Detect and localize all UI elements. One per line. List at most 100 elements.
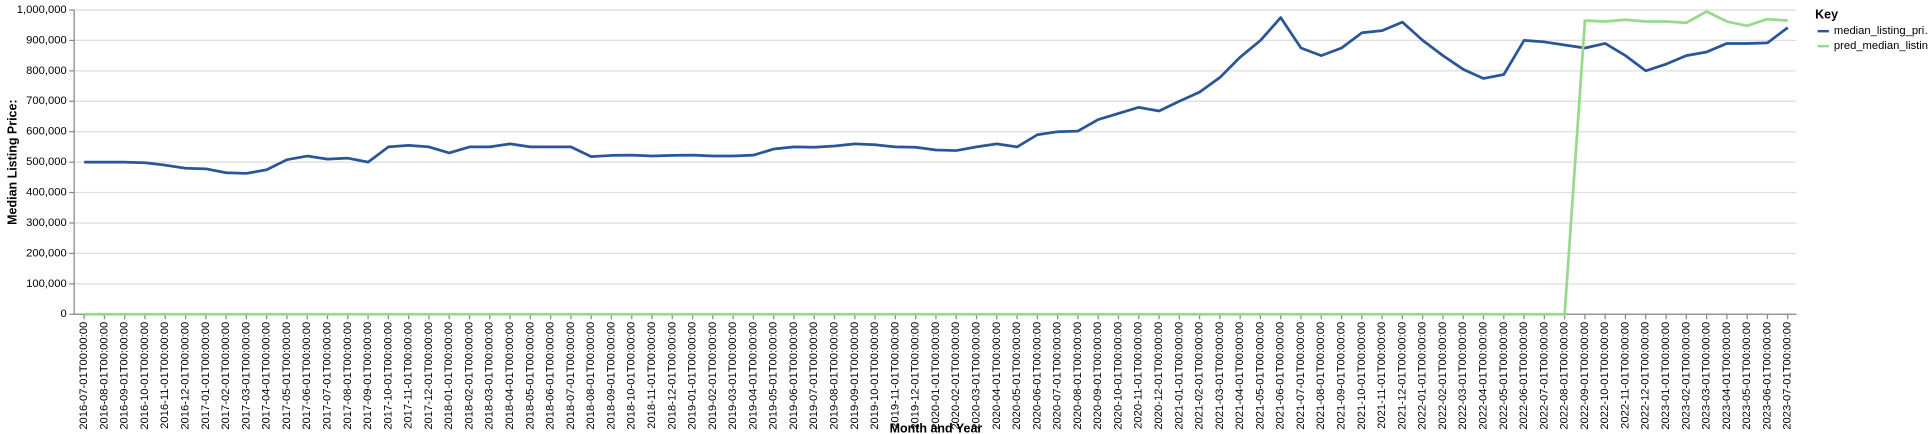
x-tick-label: 2019-07-01T00:00:00 xyxy=(808,322,820,430)
x-tick-label: 2022-07-01T00:00:00 xyxy=(1538,322,1550,430)
x-tick-label: 2019-12-01T00:00:00 xyxy=(910,322,922,430)
x-tick-label: 2021-10-01T00:00:00 xyxy=(1356,322,1368,430)
x-tick-label: 2019-02-01T00:00:00 xyxy=(707,322,719,430)
x-tick-label: 2017-06-01T00:00:00 xyxy=(301,322,313,430)
x-tick-label: 2021-08-01T00:00:00 xyxy=(1315,322,1327,430)
x-tick-label: 2017-07-01T00:00:00 xyxy=(321,322,333,430)
y-tick-label: 1,000,000 xyxy=(17,4,67,16)
x-tick-label: 2019-06-01T00:00:00 xyxy=(788,322,800,430)
x-tick-label: 2022-05-01T00:00:00 xyxy=(1498,322,1510,430)
x-tick-label: 2016-07-01T00:00:00 xyxy=(78,322,90,430)
x-tick-label: 2020-02-01T00:00:00 xyxy=(950,322,962,430)
x-tick-label: 2020-08-01T00:00:00 xyxy=(1072,322,1084,430)
x-tick-label: 2020-11-01T00:00:00 xyxy=(1133,322,1145,429)
x-tick-label: 2016-11-01T00:00:00 xyxy=(159,322,171,429)
x-tick-label: 2018-02-01T00:00:00 xyxy=(463,322,475,430)
x-tick-label: 2017-09-01T00:00:00 xyxy=(362,322,374,430)
x-tick-label: 2019-11-01T00:00:00 xyxy=(889,322,901,429)
x-tick-label: 2021-04-01T00:00:00 xyxy=(1234,322,1246,430)
x-tick-label: 2023-02-01T00:00:00 xyxy=(1680,322,1692,430)
x-tick-label: 2017-01-01T00:00:00 xyxy=(200,322,212,430)
x-tick-label: 2018-12-01T00:00:00 xyxy=(666,322,678,430)
x-tick-label: 2021-03-01T00:00:00 xyxy=(1214,322,1226,430)
y-tick-label: 200,000 xyxy=(26,247,67,259)
x-tick-label: 2020-07-01T00:00:00 xyxy=(1052,322,1064,430)
x-tick-label: 2021-01-01T00:00:00 xyxy=(1173,322,1185,430)
x-tick-label: 2022-04-01T00:00:00 xyxy=(1477,322,1489,430)
x-axis-title: Month and Year xyxy=(890,421,983,434)
y-tick-label: 0 xyxy=(60,308,66,320)
x-tick-label: 2019-09-01T00:00:00 xyxy=(849,322,861,430)
y-tick-label: 900,000 xyxy=(26,34,67,46)
x-tick-label: 2023-03-01T00:00:00 xyxy=(1701,322,1713,430)
x-tick-label: 2021-07-01T00:00:00 xyxy=(1295,322,1307,430)
x-tick-label: 2019-05-01T00:00:00 xyxy=(768,322,780,430)
x-tick-label: 2020-01-01T00:00:00 xyxy=(930,322,942,430)
x-tick-label: 2022-12-01T00:00:00 xyxy=(1640,322,1652,430)
x-tick-label: 2020-09-01T00:00:00 xyxy=(1092,322,1104,430)
x-tick-label: 2018-05-01T00:00:00 xyxy=(524,322,536,430)
x-tick-label: 2016-10-01T00:00:00 xyxy=(139,322,151,430)
x-tick-label: 2018-10-01T00:00:00 xyxy=(626,322,638,430)
x-tick-label: 2021-02-01T00:00:00 xyxy=(1194,322,1206,430)
x-tick-label: 2018-06-01T00:00:00 xyxy=(545,322,557,430)
x-tick-label: 2019-04-01T00:00:00 xyxy=(747,322,759,430)
x-tick-label: 2023-06-01T00:00:00 xyxy=(1761,322,1773,430)
x-tick-label: 2022-10-01T00:00:00 xyxy=(1599,322,1611,430)
x-tick-label: 2018-01-01T00:00:00 xyxy=(443,322,455,430)
x-tick-label: 2017-04-01T00:00:00 xyxy=(261,322,273,430)
x-tick-label: 2022-02-01T00:00:00 xyxy=(1437,322,1449,430)
x-tick-label: 2022-11-01T00:00:00 xyxy=(1619,322,1631,429)
x-tick-label: 2020-12-01T00:00:00 xyxy=(1153,322,1165,430)
x-tick-label: 2017-10-01T00:00:00 xyxy=(382,322,394,430)
x-tick-label: 2022-09-01T00:00:00 xyxy=(1579,322,1591,430)
x-tick-label: 2020-03-01T00:00:00 xyxy=(970,322,982,430)
x-tick-label: 2022-08-01T00:00:00 xyxy=(1559,322,1571,430)
legend-title: Key xyxy=(1815,7,1838,21)
series-line xyxy=(84,10,1788,316)
x-tick-label: 2016-08-01T00:00:00 xyxy=(98,322,110,430)
x-tick-label: 2018-09-01T00:00:00 xyxy=(605,322,617,430)
y-tick-label: 300,000 xyxy=(26,217,67,229)
x-tick-label: 2017-12-01T00:00:00 xyxy=(423,322,435,430)
legend-label: median_listing_pri… xyxy=(1834,25,1928,37)
x-tick-label: 2019-10-01T00:00:00 xyxy=(869,322,881,430)
series-line xyxy=(84,16,1789,175)
x-tick-label: 2021-06-01T00:00:00 xyxy=(1275,322,1287,430)
y-tick-label: 500,000 xyxy=(26,156,67,168)
y-tick-label: 400,000 xyxy=(26,187,67,199)
y-axis-title: Median Listing Price: xyxy=(5,99,19,224)
y-tick-label: 100,000 xyxy=(26,278,67,290)
x-tick-label: 2018-04-01T00:00:00 xyxy=(504,322,516,430)
x-tick-label: 2023-04-01T00:00:00 xyxy=(1721,322,1733,430)
x-tick-label: 2023-01-01T00:00:00 xyxy=(1660,322,1672,430)
x-tick-label: 2018-07-01T00:00:00 xyxy=(565,322,577,430)
x-tick-label: 2020-06-01T00:00:00 xyxy=(1031,322,1043,430)
x-tick-label: 2020-10-01T00:00:00 xyxy=(1112,322,1124,430)
y-tick-label: 600,000 xyxy=(26,126,67,138)
x-tick-label: 2021-11-01T00:00:00 xyxy=(1376,322,1388,429)
x-tick-label: 2016-09-01T00:00:00 xyxy=(119,322,131,430)
y-tick-label: 700,000 xyxy=(26,95,67,107)
y-tick-label: 800,000 xyxy=(26,65,67,77)
x-tick-label: 2019-03-01T00:00:00 xyxy=(727,322,739,430)
x-tick-label: 2022-03-01T00:00:00 xyxy=(1457,322,1469,430)
x-tick-label: 2021-12-01T00:00:00 xyxy=(1396,322,1408,430)
x-tick-label: 2019-01-01T00:00:00 xyxy=(687,322,699,430)
x-tick-label: 2017-02-01T00:00:00 xyxy=(220,322,232,430)
x-tick-label: 2023-05-01T00:00:00 xyxy=(1741,322,1753,430)
x-tick-label: 2017-05-01T00:00:00 xyxy=(281,322,293,430)
x-tick-label: 2022-06-01T00:00:00 xyxy=(1518,322,1530,430)
x-tick-label: 2022-01-01T00:00:00 xyxy=(1417,322,1429,430)
x-tick-label: 2021-09-01T00:00:00 xyxy=(1336,322,1348,430)
legend-label: pred_median_listin… xyxy=(1834,40,1928,52)
x-tick-label: 2018-08-01T00:00:00 xyxy=(585,322,597,430)
x-tick-label: 2018-03-01T00:00:00 xyxy=(484,322,496,430)
x-tick-label: 2016-12-01T00:00:00 xyxy=(180,322,192,430)
x-tick-label: 2020-05-01T00:00:00 xyxy=(1011,322,1023,430)
x-tick-label: 2021-05-01T00:00:00 xyxy=(1254,322,1266,430)
x-tick-label: 2017-08-01T00:00:00 xyxy=(342,322,354,430)
x-tick-label: 2017-03-01T00:00:00 xyxy=(240,322,252,430)
